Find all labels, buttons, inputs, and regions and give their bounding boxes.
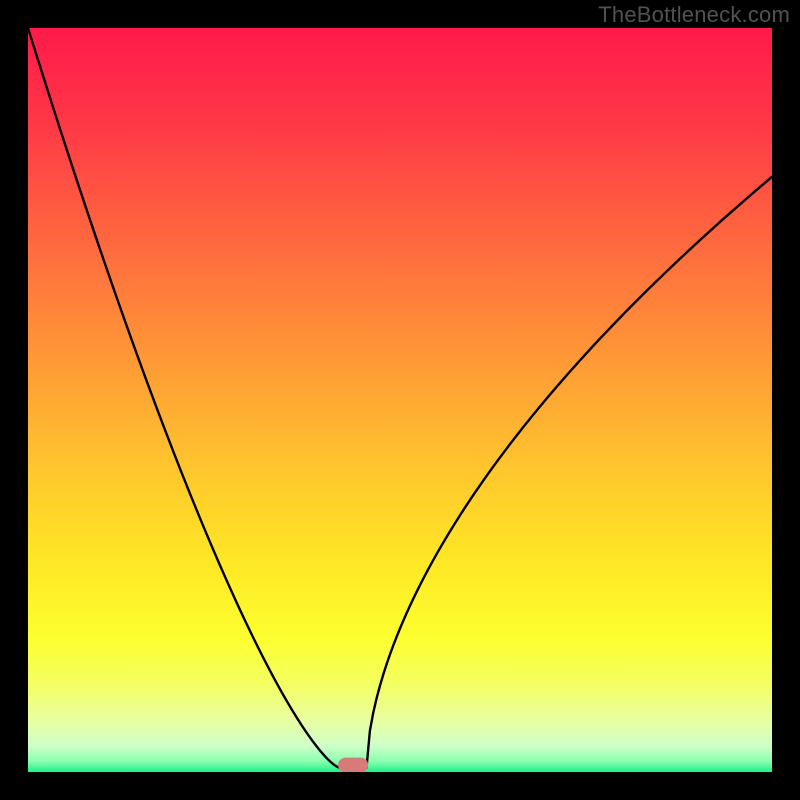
chart-background-gradient — [28, 28, 772, 772]
watermark-text: TheBottleneck.com — [598, 2, 790, 28]
optimal-point-marker — [338, 758, 368, 772]
plot-area — [28, 28, 772, 772]
